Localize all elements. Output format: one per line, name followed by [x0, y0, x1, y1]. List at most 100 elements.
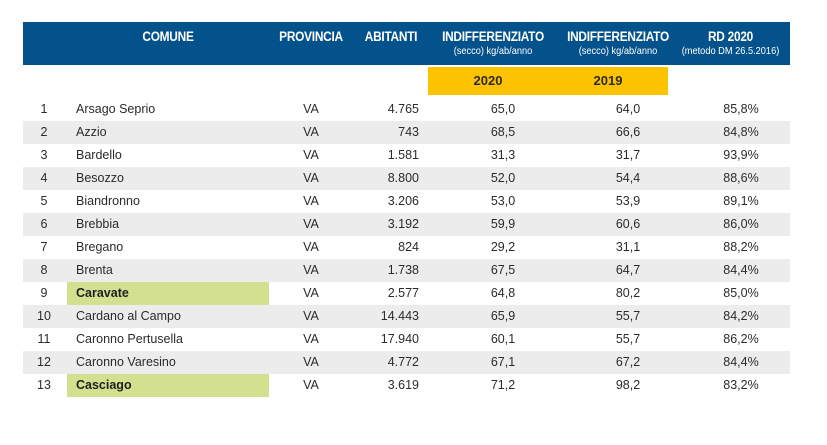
indifferenziato-2019: 98,2	[615, 378, 641, 392]
comune-name: Cardano al Campo	[76, 309, 181, 323]
abitanti: 3.192	[387, 217, 419, 231]
indifferenziato-2020: 65,9	[490, 309, 516, 323]
indifferenziato-2019: 55,7	[615, 332, 641, 346]
abitanti: 824	[398, 240, 419, 254]
table-row: 7 Bregano VA 824 29,2 31,1 88,2%	[23, 236, 790, 259]
abitanti: 8.800	[387, 171, 419, 185]
abitanti: 3.206	[387, 194, 419, 208]
provincia: VA	[303, 309, 319, 323]
rd-2020: 93,9%	[723, 148, 759, 162]
row-number: 11	[37, 332, 51, 346]
comune-name: Azzio	[76, 125, 107, 139]
comune-name: Caronno Pertusella	[76, 332, 184, 346]
header-indiff-2019-title: INDIFFERENZIATO	[567, 29, 669, 44]
comune-name: Caravate	[67, 282, 269, 305]
abitanti: 3.619	[387, 378, 419, 392]
indifferenziato-2019: 54,4	[615, 171, 641, 185]
provincia: VA	[303, 217, 319, 231]
header-indiff-2019: INDIFFERENZIATO (secco) kg/ab/anno	[553, 22, 683, 65]
rd-2020: 84,2%	[723, 309, 759, 323]
header-indiff-2019-sub: (secco) kg/ab/anno	[578, 45, 658, 57]
rd-2020: 86,2%	[723, 332, 759, 346]
indifferenziato-2019: 55,7	[615, 309, 641, 323]
year-2020-label: 2020	[473, 73, 503, 88]
indifferenziato-2020: 52,0	[490, 171, 516, 185]
table-row: 5 Biandronno VA 3.206 53,0 53,9 89,1%	[23, 190, 790, 213]
indifferenziato-2019: 60,6	[615, 217, 641, 231]
rd-2020: 84,8%	[723, 125, 759, 139]
provincia: VA	[303, 240, 319, 254]
header-rd2020-sub: (metodo DM 26.5.2016)	[681, 45, 780, 57]
rd-2020: 84,4%	[723, 355, 759, 369]
row-number: 3	[40, 148, 48, 162]
year-2019-label: 2019	[593, 73, 623, 88]
comune-name: Casciago	[67, 374, 269, 397]
header-indiff-2020-sub: (secco) kg/ab/anno	[453, 45, 533, 57]
indifferenziato-2019: 64,7	[615, 263, 641, 277]
header-rd2020-title: RD 2020	[707, 29, 754, 44]
rd-2020: 84,4%	[723, 263, 759, 277]
provincia: VA	[303, 286, 319, 300]
indifferenziato-2020: 65,0	[490, 102, 516, 116]
rd-2020: 83,2%	[723, 378, 759, 392]
rd-2020: 85,0%	[723, 286, 759, 300]
row-number: 9	[40, 286, 48, 300]
abitanti: 743	[398, 125, 419, 139]
rd-2020: 89,1%	[723, 194, 759, 208]
row-number: 8	[40, 263, 48, 277]
table-row: 1 Arsago Seprio VA 4.765 65,0 64,0 85,8%	[23, 98, 790, 121]
table-row: 8 Brenta VA 1.738 67,5 64,7 84,4%	[23, 259, 790, 282]
indifferenziato-2019: 31,1	[615, 240, 641, 254]
provincia: VA	[303, 148, 319, 162]
abitanti: 17.940	[380, 332, 419, 346]
indifferenziato-2020: 53,0	[490, 194, 516, 208]
provincia: VA	[303, 263, 319, 277]
table-row: 3 Bardello VA 1.581 31,3 31,7 93,9%	[23, 144, 790, 167]
provincia: VA	[303, 355, 319, 369]
row-number: 7	[40, 240, 48, 254]
comune-name: Bardello	[76, 148, 122, 162]
comune-name: Besozzo	[76, 171, 124, 185]
indifferenziato-2019: 66,6	[615, 125, 641, 139]
table-row: 2 Azzio VA 743 68,5 66,6 84,8%	[23, 121, 790, 144]
indifferenziato-2019: 31,7	[615, 148, 641, 162]
row-number: 6	[40, 217, 48, 231]
header-indiff-2020: INDIFFERENZIATO (secco) kg/ab/anno	[428, 22, 558, 65]
abitanti: 4.765	[387, 102, 419, 116]
indifferenziato-2020: 64,8	[490, 286, 516, 300]
abitanti: 4.772	[387, 355, 419, 369]
indifferenziato-2019: 67,2	[615, 355, 641, 369]
table-body: 1 Arsago Seprio VA 4.765 65,0 64,0 85,8% 2 Azzio…	[23, 98, 790, 397]
indifferenziato-2020: 59,9	[490, 217, 516, 231]
table-row: 9 Caravate VA 2.577 64,8 80,2 85,0%	[23, 282, 790, 305]
comune-name: Bregano	[76, 240, 124, 254]
header-provincia: PROVINCIA	[271, 22, 351, 65]
table-row: 6 Brebbia VA 3.192 59,9 60,6 86,0%	[23, 213, 790, 236]
indifferenziato-2020: 67,1	[490, 355, 516, 369]
header-indiff-2020-title: INDIFFERENZIATO	[442, 29, 544, 44]
indifferenziato-2019: 53,9	[615, 194, 641, 208]
indifferenziato-2020: 31,3	[490, 148, 516, 162]
provincia: VA	[303, 171, 319, 185]
header-comune-title: COMUNE	[142, 29, 194, 44]
row-number: 2	[40, 125, 48, 139]
indifferenziato-2020: 68,5	[490, 125, 516, 139]
comune-name: Biandronno	[76, 194, 140, 208]
indifferenziato-2020: 60,1	[490, 332, 516, 346]
header-comune: COMUNE	[83, 22, 253, 65]
header-abitanti: ABITANTI	[355, 22, 427, 65]
provincia: VA	[303, 102, 319, 116]
rd-2020: 88,6%	[723, 171, 759, 185]
row-number: 1	[40, 102, 48, 116]
indifferenziato-2019: 64,0	[615, 102, 641, 116]
provincia: VA	[303, 332, 319, 346]
provincia: VA	[303, 125, 319, 139]
abitanti: 2.577	[387, 286, 419, 300]
comune-name: Arsago Seprio	[76, 102, 156, 116]
abitanti: 1.738	[387, 263, 419, 277]
indifferenziato-2020: 67,5	[490, 263, 516, 277]
table-header: COMUNE PROVINCIA ABITANTI INDIFFERENZIAT…	[23, 22, 790, 65]
header-rd2020: RD 2020 (metodo DM 26.5.2016)	[668, 22, 793, 65]
rd-2020: 85,8%	[723, 102, 759, 116]
abitanti: 14.443	[380, 309, 419, 323]
